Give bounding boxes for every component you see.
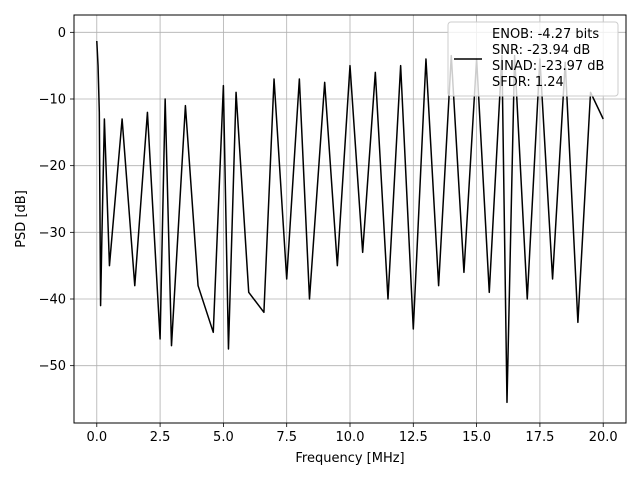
legend-snr: SNR: -23.94 dB [492, 43, 590, 58]
x-tick-label: 7.5 [276, 430, 297, 445]
x-tick-label: 15.0 [462, 430, 491, 445]
legend-sinad: SINAD: -23.97 dB [492, 59, 604, 74]
x-tick-label: 10.0 [336, 430, 365, 445]
y-tick-label: −40 [39, 293, 66, 308]
legend-enob: ENOB: -4.27 bits [492, 27, 599, 42]
x-axis-label: Frequency [MHz] [295, 451, 404, 466]
legend-sfdr: SFDR: 1.24 [492, 75, 564, 90]
x-tick-label: 5.0 [213, 430, 234, 445]
x-tick-label: 20.0 [589, 430, 618, 445]
legend-box [447, 21, 619, 97]
x-tick-label: 17.5 [525, 430, 554, 445]
psd-series-line [96, 40, 604, 404]
y-tick-label: −10 [39, 93, 66, 108]
y-tick-label: −20 [39, 159, 66, 174]
x-tick-label: 2.5 [150, 430, 171, 445]
y-axis-ticks: 0 −10 −20 −30 −40 −50 [39, 26, 74, 374]
x-tick-label: 0.0 [86, 430, 107, 445]
y-axis-label: PSD [dB] [14, 190, 29, 248]
legend: ENOB: -4.27 bits SNR: -23.94 dB SINAD: -… [447, 21, 619, 97]
plot-area [96, 40, 604, 404]
y-tick-label: −30 [39, 226, 66, 241]
y-tick-label: −50 [39, 359, 66, 374]
x-axis-ticks: 0.0 2.5 5.0 7.5 10.0 12.5 15.0 17.5 20.0 [86, 423, 618, 445]
y-tick-label: 0 [58, 26, 66, 41]
x-tick-label: 12.5 [399, 430, 428, 445]
